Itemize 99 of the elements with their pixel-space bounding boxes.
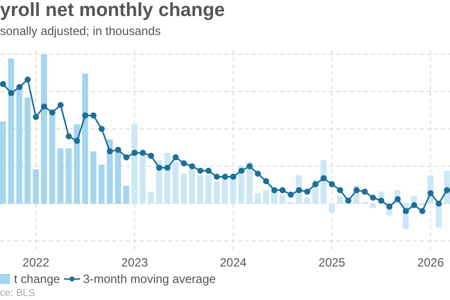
- point: [280, 187, 286, 194]
- bar: [32, 169, 39, 204]
- text: ce: BLS: [0, 288, 36, 299]
- point: [148, 152, 154, 159]
- bar: [66, 148, 72, 204]
- chart-subtitle: sonally adjusted; in thousands: [0, 24, 161, 38]
- point: [288, 192, 294, 198]
- point: [189, 163, 196, 170]
- x-tick-label: 2023: [121, 256, 148, 270]
- point: [123, 154, 130, 160]
- point: [140, 150, 146, 156]
- legend-label: t change: [14, 272, 60, 286]
- point: [82, 112, 88, 119]
- point: [98, 126, 105, 132]
- point: [411, 202, 418, 208]
- point: [115, 146, 122, 153]
- bar: [148, 192, 154, 204]
- point: [246, 163, 253, 170]
- point: [90, 112, 97, 119]
- bar: [98, 164, 105, 204]
- point: [386, 204, 392, 210]
- point: [66, 133, 72, 140]
- bar: [263, 190, 269, 204]
- bar: [304, 198, 310, 204]
- bar: [197, 175, 204, 204]
- bar: [436, 204, 442, 228]
- bar: [279, 194, 286, 204]
- bar: [172, 162, 179, 204]
- x-tick-label: 2025: [318, 256, 346, 270]
- point: [427, 190, 434, 196]
- point: [353, 187, 360, 194]
- point: [156, 164, 162, 171]
- point: [328, 181, 335, 188]
- point: [206, 168, 212, 174]
- point: [172, 154, 179, 160]
- point: [106, 148, 113, 154]
- point: [16, 84, 23, 90]
- point: [362, 188, 368, 195]
- x-tick-label: 2022: [22, 256, 50, 270]
- bar: [140, 154, 146, 204]
- bar: [8, 58, 14, 204]
- point: [164, 164, 170, 171]
- bar: [222, 178, 228, 204]
- point: [32, 114, 39, 120]
- legend-label: 3-month moving average: [83, 272, 216, 286]
- point: [132, 150, 138, 156]
- point: [197, 168, 204, 174]
- chart-title: yroll net monthly change: [0, 0, 225, 22]
- bar: [271, 192, 278, 204]
- point: [320, 175, 327, 182]
- point: [74, 138, 80, 144]
- point: [444, 187, 450, 194]
- point: [378, 198, 384, 204]
- bar: [180, 174, 187, 204]
- point: [337, 187, 344, 194]
- point: [222, 174, 228, 180]
- point: [402, 208, 409, 214]
- point: [254, 170, 261, 177]
- bar: [41, 54, 48, 204]
- bar: [82, 74, 88, 204]
- point: [58, 102, 64, 108]
- bar: [0, 121, 6, 204]
- bar: [189, 168, 195, 204]
- x-tick-label: 2026: [417, 256, 444, 270]
- bar: [131, 124, 138, 204]
- point: [436, 200, 442, 207]
- point: [24, 76, 31, 83]
- bar: [90, 151, 96, 204]
- point: [180, 160, 187, 166]
- point: [238, 168, 244, 174]
- point: [304, 188, 310, 195]
- bar: [16, 87, 22, 204]
- bar: [24, 98, 31, 204]
- point: [271, 187, 278, 194]
- point: [394, 196, 401, 202]
- bar: [328, 204, 335, 213]
- bar: [205, 175, 212, 204]
- bar: [106, 139, 113, 204]
- point: [230, 174, 236, 180]
- point: [41, 103, 48, 110]
- bar: [123, 186, 130, 204]
- bar: [49, 112, 56, 204]
- point: [8, 90, 14, 96]
- point: [263, 178, 270, 184]
- point: [370, 194, 376, 201]
- bar: [57, 148, 64, 204]
- bar: [115, 151, 122, 204]
- bar: [370, 204, 376, 208]
- point: [214, 174, 220, 180]
- bar: [74, 124, 80, 204]
- point: [0, 81, 6, 88]
- bar: [336, 196, 343, 204]
- bar: [254, 193, 261, 204]
- point: [312, 181, 318, 188]
- point: [49, 109, 56, 116]
- bar: [214, 181, 220, 204]
- point: [419, 208, 426, 214]
- point: [296, 187, 302, 194]
- x-tick-label: 2024: [220, 256, 247, 270]
